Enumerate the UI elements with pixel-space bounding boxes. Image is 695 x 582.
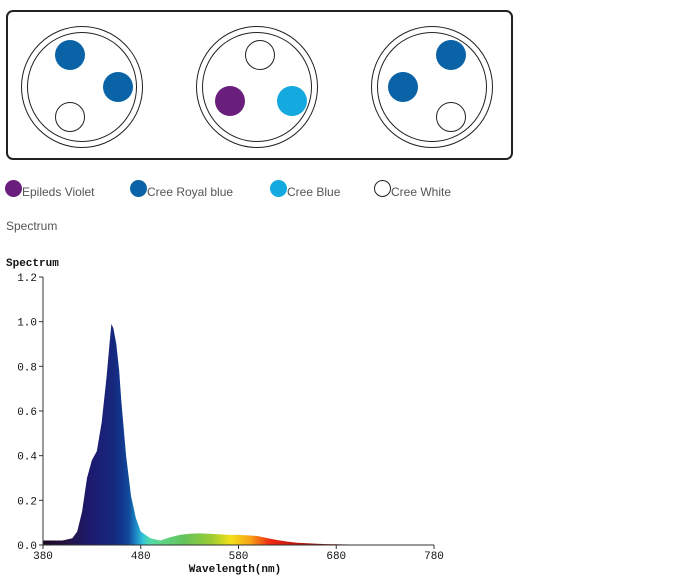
fixture-inner-ring — [27, 32, 137, 142]
led[interactable] — [436, 102, 466, 132]
x-axis-ticks: 380 480 580 680 780 — [33, 545, 444, 563]
y-tick-label: 0.0 — [17, 541, 37, 553]
fixture-outer-ring — [21, 26, 143, 148]
led-fixture-panel — [6, 10, 513, 160]
x-tick-label: 780 — [424, 551, 444, 563]
x-tick-label: 580 — [229, 551, 249, 563]
x-tick-label: 680 — [326, 551, 346, 563]
fixture-outer-ring — [196, 26, 318, 148]
fixture-inner-ring — [202, 32, 312, 142]
y-tick-label: 0.6 — [17, 407, 37, 419]
y-tick-label: 0.2 — [17, 496, 37, 508]
legend-label: Cree White — [391, 185, 452, 199]
section-heading: Spectrum — [6, 219, 58, 233]
y-axis-ticks: 0.0 0.2 0.4 0.6 0.8 1.0 1.2 — [17, 273, 43, 553]
plot-area — [43, 323, 434, 545]
led[interactable] — [245, 40, 275, 70]
legend-label: Cree Blue — [287, 185, 341, 199]
spectrum-chart: Spectrum 0.0 0.2 0.4 0.6 0.8 1.0 1.2 380 480 580… — [6, 258, 444, 576]
led[interactable] — [103, 72, 133, 102]
legend-swatch — [270, 180, 287, 197]
y-tick-label: 1.2 — [17, 273, 37, 285]
led[interactable] — [55, 102, 85, 132]
fixture-2[interactable] — [196, 26, 318, 148]
x-tick-label: 480 — [131, 551, 151, 563]
legend-label: Epileds Violet — [22, 185, 95, 199]
led[interactable] — [277, 86, 307, 116]
fixture-3[interactable] — [371, 26, 493, 148]
fixture-inner-ring — [377, 32, 487, 142]
legend-swatch — [5, 180, 22, 197]
led-legend: Epileds Violet Cree Royal blue Cree Blue… — [5, 178, 505, 200]
y-tick-label: 0.8 — [17, 362, 37, 374]
x-axis-label: Wavelength(nm) — [189, 564, 281, 576]
fixture-1[interactable] — [21, 26, 143, 148]
x-tick-label: 380 — [33, 551, 53, 563]
legend-swatch — [374, 180, 391, 197]
legend-label: Cree Royal blue — [147, 185, 234, 199]
legend-swatch — [130, 180, 147, 197]
spectrum-area — [43, 323, 434, 545]
y-tick-label: 0.4 — [17, 452, 37, 464]
led[interactable] — [388, 72, 418, 102]
chart-title: Spectrum — [6, 258, 59, 270]
fixture-outer-ring — [371, 26, 493, 148]
y-tick-label: 1.0 — [17, 318, 37, 330]
led[interactable] — [55, 40, 85, 70]
led[interactable] — [215, 86, 245, 116]
led[interactable] — [436, 40, 466, 70]
